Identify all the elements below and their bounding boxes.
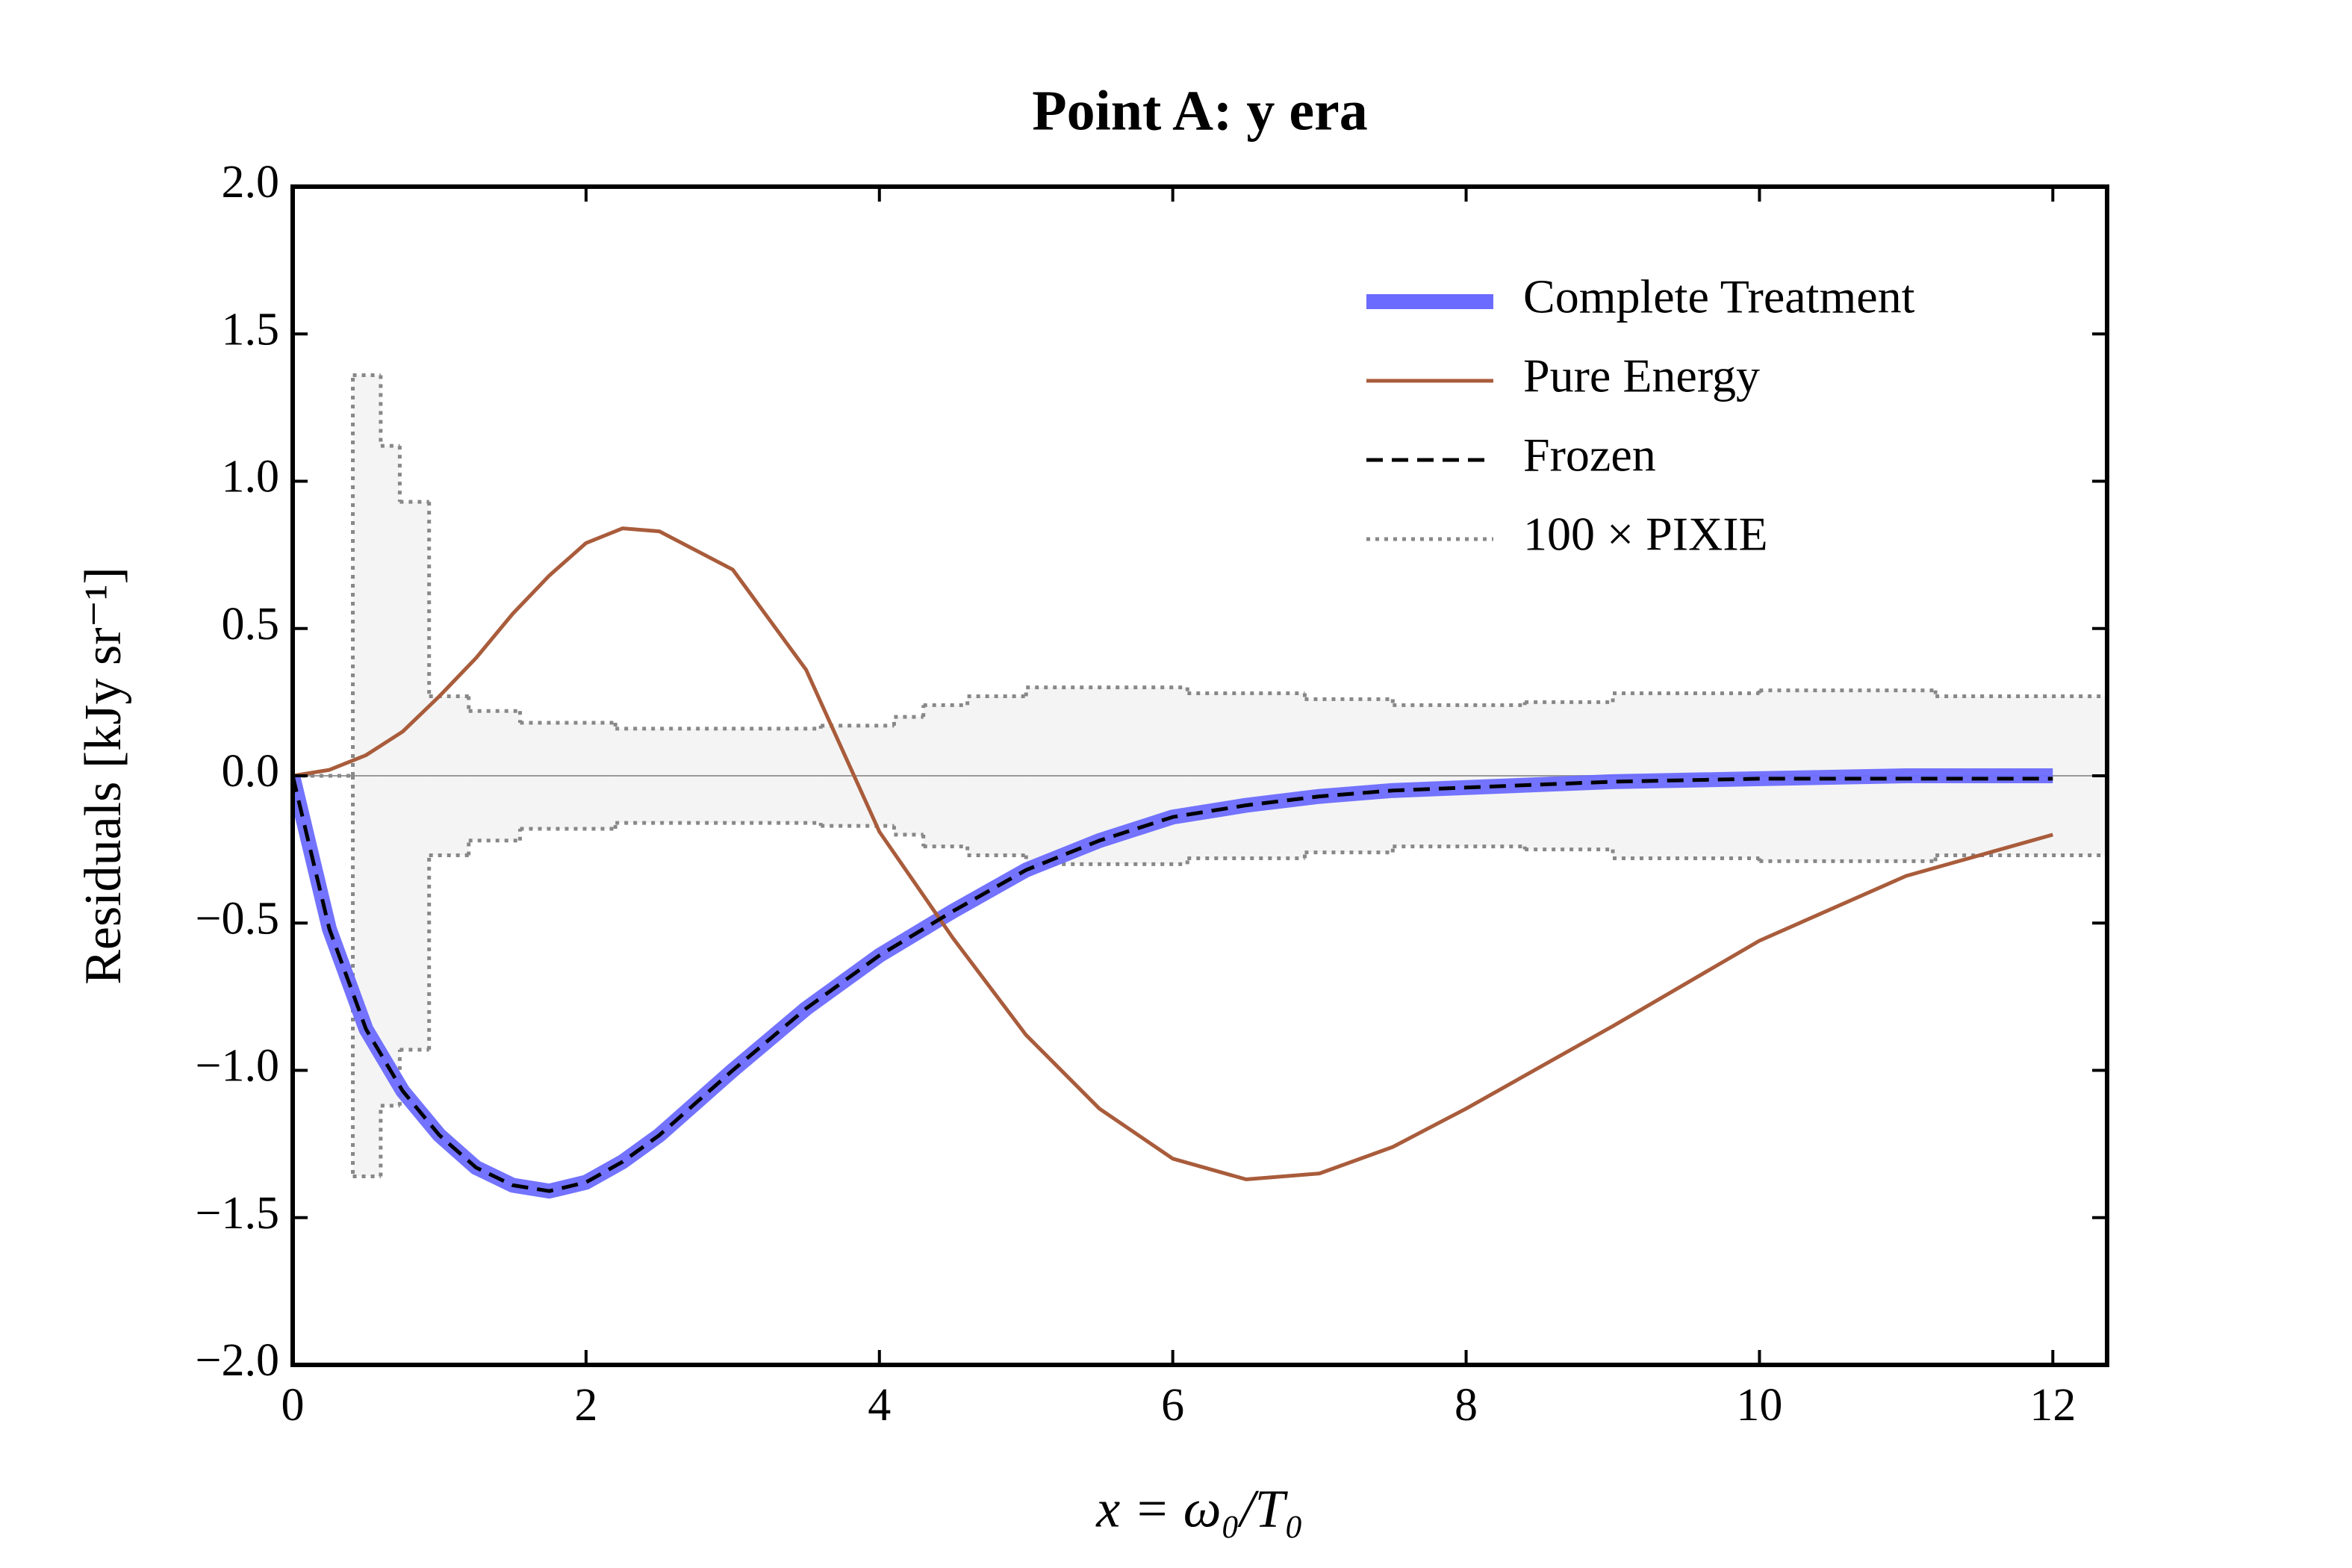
- x-tick-label: 6: [1161, 1380, 1184, 1431]
- x-axis-label: x = ω₀/T₀: [1095, 1479, 1304, 1539]
- x-tick-label: 10: [1736, 1380, 1782, 1431]
- y-tick-label: 0.0: [222, 746, 280, 797]
- legend-label: Complete Treatment: [1523, 270, 1915, 323]
- y-tick-label: 1.0: [222, 452, 280, 503]
- y-tick-label: −1.0: [196, 1041, 279, 1092]
- plot-area: [293, 373, 2107, 1199]
- x-tick-label: 2: [574, 1380, 597, 1431]
- y-tick-label: −0.5: [196, 893, 279, 944]
- y-tick-label: 1.5: [222, 304, 280, 355]
- y-axis-label: Residuals [kJy sr⁻¹]: [75, 567, 132, 985]
- x-tick-label: 0: [281, 1380, 305, 1431]
- legend-label: 100 × PIXIE: [1523, 508, 1768, 561]
- y-tick-label: −2.0: [196, 1335, 279, 1386]
- legend-label: Frozen: [1523, 429, 1656, 482]
- y-tick-label: 0.5: [222, 599, 280, 650]
- x-tick-label: 8: [1455, 1380, 1478, 1431]
- chart-title: Point A: y era: [1032, 79, 1368, 142]
- y-tick-label: 2.0: [222, 157, 280, 208]
- x-tick-label: 12: [2029, 1380, 2076, 1431]
- y-tick-label: −1.5: [196, 1188, 279, 1239]
- line-series: [293, 526, 2053, 1181]
- x-tick-label: 4: [868, 1380, 891, 1431]
- legend-label: Pure Energy: [1523, 349, 1760, 402]
- line-series: [293, 775, 2053, 1193]
- axes-frame: [290, 184, 2109, 1367]
